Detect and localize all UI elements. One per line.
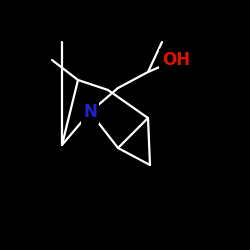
Text: OH: OH [162, 51, 190, 69]
Text: N: N [83, 103, 97, 121]
